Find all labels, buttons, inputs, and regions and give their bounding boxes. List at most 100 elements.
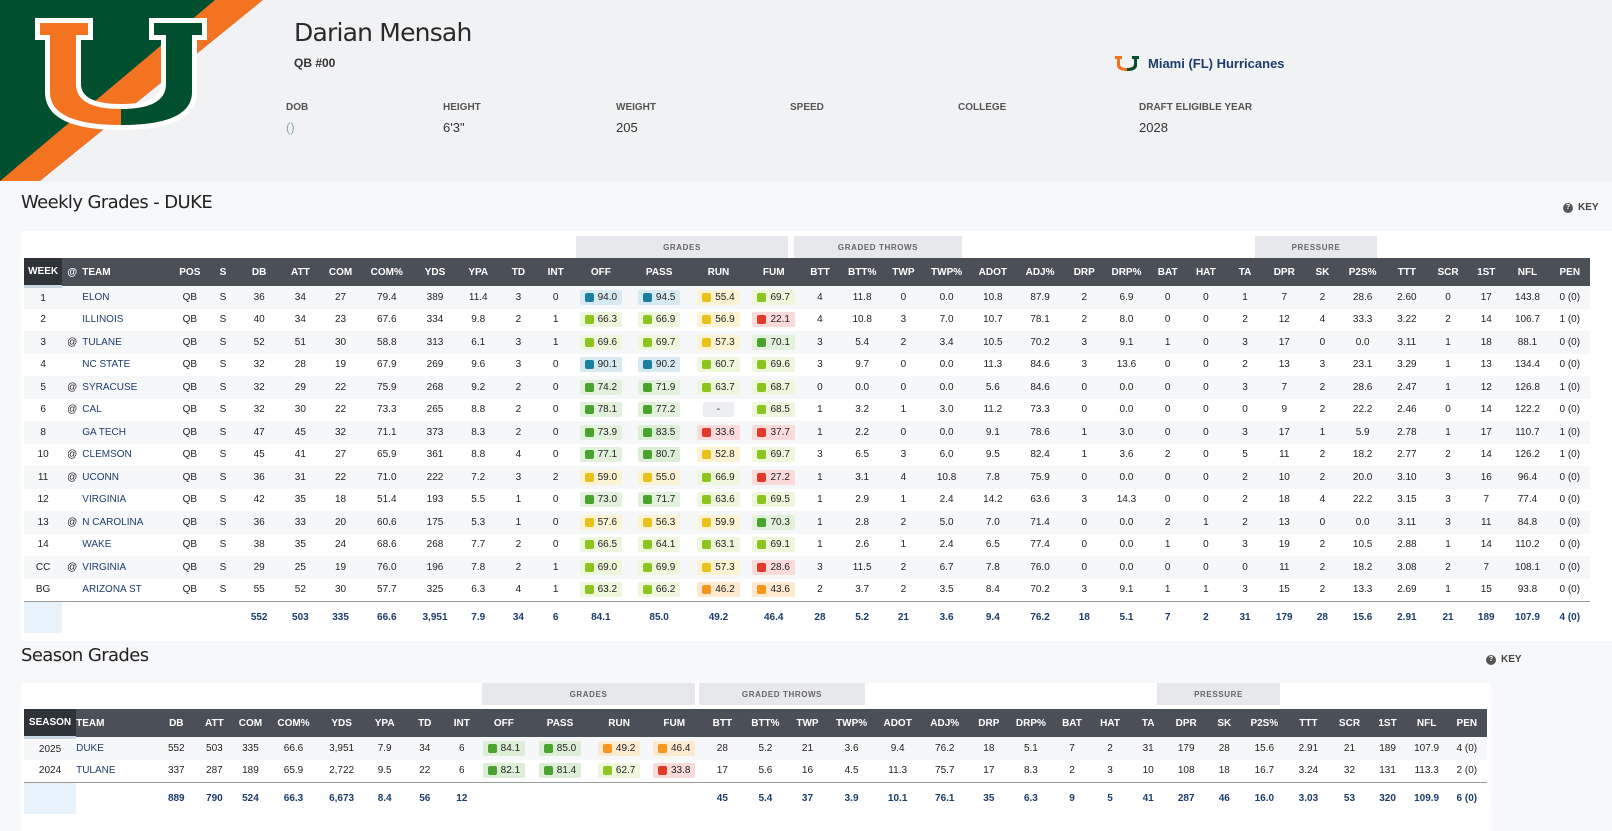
col-header-fum[interactable]: FUM: [647, 709, 702, 737]
col-header-int[interactable]: INT: [444, 709, 479, 737]
col-header-run[interactable]: RUN: [689, 258, 748, 286]
table-row[interactable]: CC @ VIRGINIA QB S 29 25 19 76.0 196 7.8 2 1 69.0 69.9…: [24, 556, 1590, 579]
col-header-ttt[interactable]: TTT: [1384, 258, 1429, 286]
col-header-team[interactable]: TEAM: [76, 709, 157, 737]
col-header-nfl[interactable]: NFL: [1505, 258, 1550, 286]
col-header-drp-pct[interactable]: DRP%: [1103, 258, 1150, 286]
col-header-twp-pct[interactable]: TWP%: [827, 709, 876, 737]
table-row[interactable]: 11 @ UCONN QB S 36 31 22 71.0 222 7.2 3 2 59.0 55.0 66.…: [24, 466, 1590, 489]
team-link[interactable]: ARIZONA ST: [82, 578, 171, 601]
table-row[interactable]: 5 @ SYRACUSE QB S 32 29 22 75.9 268 9.2 2 0 74.2 71.9 6…: [24, 376, 1590, 399]
team-link[interactable]: WAKE: [82, 533, 171, 556]
table-row[interactable]: 13 @ N CAROLINA QB S 36 33 20 60.6 175 5.3 1 0 57.6 56…: [24, 511, 1590, 534]
col-header-adot[interactable]: ADOT: [875, 709, 920, 737]
col-header-hat[interactable]: HAT: [1090, 709, 1131, 737]
col-header-pass[interactable]: PASS: [528, 709, 592, 737]
col-header-adot[interactable]: ADOT: [970, 258, 1015, 286]
table-row[interactable]: BG ARIZONA ST QB S 55 52 30 57.7 325 6.3 4 1 63.2 66.…: [24, 578, 1590, 601]
col-header-run[interactable]: RUN: [591, 709, 648, 737]
col-header-btt[interactable]: BTT: [701, 709, 744, 737]
team-link[interactable]: VIRGINIA: [82, 556, 171, 579]
col-header-off[interactable]: OFF: [572, 258, 629, 286]
col-header-bat[interactable]: BAT: [1149, 258, 1186, 286]
table-row[interactable]: 2024 TULANE 337 287 189 65.9 2,722 9.5 22 6 82.1 81…: [24, 759, 1487, 782]
col-header-p2s-pct[interactable]: P2S%: [1340, 258, 1385, 286]
col-header-sk[interactable]: SK: [1304, 258, 1341, 286]
col-header-twp[interactable]: TWP: [884, 258, 923, 286]
col-header-dpr[interactable]: DPR: [1264, 258, 1305, 286]
col-header-week[interactable]: WEEK: [24, 258, 63, 288]
col-header-fum[interactable]: FUM: [747, 258, 800, 286]
col-header-com[interactable]: COM: [232, 709, 269, 737]
team-link[interactable]: ILLINOIS: [82, 308, 171, 331]
col-header-1st[interactable]: 1ST: [1368, 709, 1407, 737]
team-link[interactable]: VIRGINIA: [82, 488, 171, 511]
team-link[interactable]: ELON: [82, 286, 171, 309]
col-header-p2s-pct[interactable]: P2S%: [1242, 709, 1287, 737]
col-header-td[interactable]: TD: [498, 258, 539, 286]
col-header-ta[interactable]: TA: [1130, 709, 1167, 737]
table-row[interactable]: 2025 DUKE 552 503 335 66.6 3,951 7.9 34 6 84.1 85.0…: [24, 737, 1487, 760]
col-header-adj-pct[interactable]: ADJ%: [1014, 258, 1066, 286]
col-header-db[interactable]: DB: [237, 258, 282, 286]
season-key-button[interactable]: ? KEY: [1486, 654, 1522, 665]
col-header-drp[interactable]: DRP: [969, 709, 1008, 737]
col-header-pos[interactable]: POS: [170, 258, 209, 286]
col-header-drp-pct[interactable]: DRP%: [1007, 709, 1054, 737]
col-header-int[interactable]: INT: [538, 258, 573, 286]
col-header-td[interactable]: TD: [404, 709, 445, 737]
col-header-ypa[interactable]: YPA: [364, 709, 405, 737]
col-header-btt[interactable]: BTT: [799, 258, 841, 286]
col-header-at[interactable]: @: [62, 258, 83, 286]
col-header-s[interactable]: S: [208, 258, 238, 286]
table-row[interactable]: 10 @ CLEMSON QB S 45 41 27 65.9 361 8.8 4 0 77.1 80.7 5…: [24, 443, 1590, 466]
col-header-off[interactable]: OFF: [478, 709, 529, 737]
col-header-btt-pct[interactable]: BTT%: [743, 709, 788, 737]
col-header-btt-pct[interactable]: BTT%: [840, 258, 885, 286]
col-header-db[interactable]: DB: [156, 709, 197, 737]
table-row[interactable]: 8 GA TECH QB S 47 45 32 71.1 373 8.3 2 0 73.9 83.5 33.…: [24, 421, 1590, 444]
table-row[interactable]: 12 VIRGINIA QB S 42 35 18 51.4 193 5.5 1 0 73.0 71.7 6…: [24, 488, 1590, 511]
team-link[interactable]: GA TECH: [82, 421, 171, 444]
col-header-season[interactable]: SEASON: [24, 709, 77, 739]
col-header-bat[interactable]: BAT: [1053, 709, 1091, 737]
col-header-pen[interactable]: PEN: [1446, 709, 1487, 737]
col-header-dpr[interactable]: DPR: [1166, 709, 1207, 737]
table-row[interactable]: 14 WAKE QB S 38 35 24 68.6 268 7.7 2 0 66.5 64.1 63.1 6…: [24, 533, 1590, 556]
table-row[interactable]: 1 ELON QB S 36 34 27 79.4 389 11.4 3 0 94.0 94.5 55.4 6…: [24, 286, 1590, 309]
table-row[interactable]: 6 @ CAL QB S 32 30 22 73.3 265 8.8 2 0 78.1 77.2-68.5 1…: [24, 398, 1590, 421]
col-header-att[interactable]: ATT: [196, 709, 233, 737]
col-header-twp[interactable]: TWP: [787, 709, 828, 737]
table-row[interactable]: 3 @ TULANE QB S 52 51 30 58.8 313 6.1 3 1 69.6 69.7 57.…: [24, 331, 1590, 354]
col-header-yds[interactable]: YDS: [318, 709, 365, 737]
weekly-key-button[interactable]: ? KEY: [1563, 202, 1599, 213]
col-header-team[interactable]: TEAM: [82, 258, 171, 286]
col-header-ttt[interactable]: TTT: [1286, 709, 1331, 737]
col-header-1st[interactable]: 1ST: [1467, 258, 1506, 286]
team-link[interactable]: N CAROLINA: [82, 511, 171, 534]
team-link[interactable]: TULANE: [76, 759, 157, 782]
col-header-drp[interactable]: DRP: [1065, 258, 1104, 286]
col-header-com-pct[interactable]: COM%: [361, 258, 412, 286]
team-link[interactable]: TULANE: [82, 331, 171, 354]
team-link[interactable]: CAL: [82, 398, 171, 421]
col-header-pass[interactable]: PASS: [629, 258, 690, 286]
team-link[interactable]: UCONN: [82, 466, 171, 489]
col-header-com[interactable]: COM: [319, 258, 362, 286]
col-header-com-pct[interactable]: COM%: [268, 709, 319, 737]
team-link[interactable]: DUKE: [76, 737, 157, 760]
col-header-nfl[interactable]: NFL: [1406, 709, 1447, 737]
col-header-twp-pct[interactable]: TWP%: [922, 258, 971, 286]
col-header-ypa[interactable]: YPA: [458, 258, 499, 286]
col-header-pen[interactable]: PEN: [1549, 258, 1590, 286]
team-link[interactable]: NC STATE: [82, 353, 171, 376]
col-header-yds[interactable]: YDS: [411, 258, 459, 286]
col-header-ta[interactable]: TA: [1225, 258, 1265, 286]
team-link[interactable]: SYRACUSE: [82, 376, 171, 399]
col-header-hat[interactable]: HAT: [1185, 258, 1226, 286]
team-link[interactable]: Miami (FL) Hurricanes: [1114, 54, 1285, 72]
table-row[interactable]: 4 NC STATE QB S 32 28 19 67.9 269 9.6 3 0 90.1 90.2 60…: [24, 353, 1590, 376]
col-header-scr[interactable]: SCR: [1330, 709, 1369, 737]
table-row[interactable]: 2 ILLINOIS QB S 40 34 23 67.6 334 9.8 2 1 66.3 66.9 56…: [24, 308, 1590, 331]
col-header-scr[interactable]: SCR: [1428, 258, 1468, 286]
